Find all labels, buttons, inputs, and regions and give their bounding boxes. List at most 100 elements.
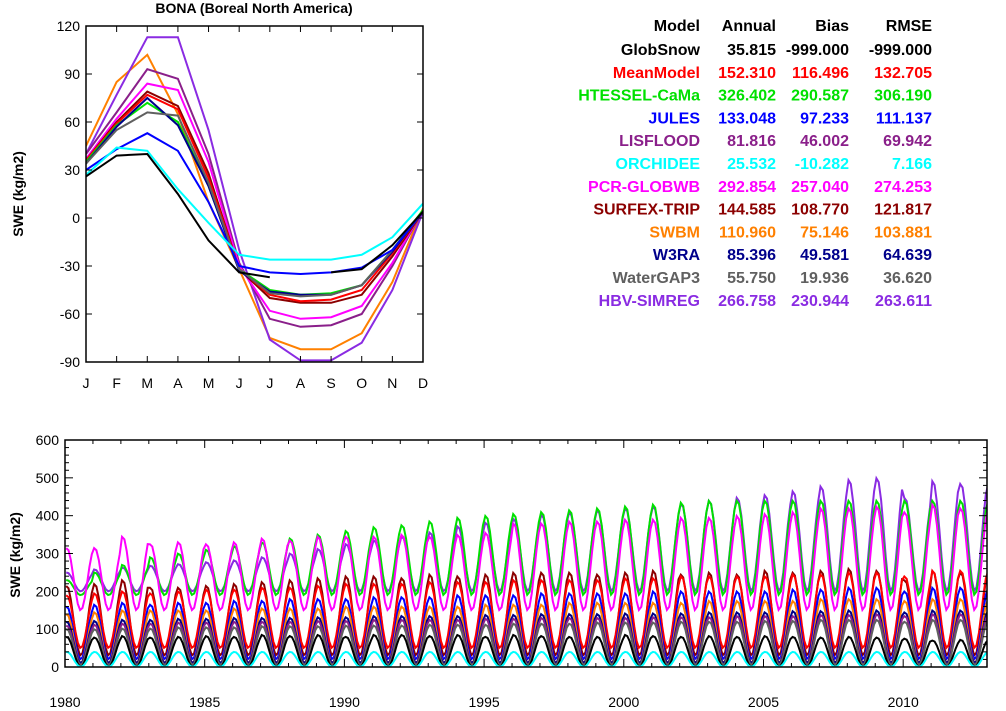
seasonal-y-tick-label: 90 bbox=[64, 66, 80, 82]
seasonal-line-w3ra bbox=[86, 96, 423, 296]
stats-cell-bias: 75.146 bbox=[800, 224, 849, 241]
timeseries-line-jules bbox=[65, 585, 987, 662]
timeseries-line-pcr-globwb bbox=[65, 502, 987, 613]
stats-row-watergap3: WaterGAP3 55.750 19.936 36.620 bbox=[613, 270, 933, 287]
stats-cell-bias: 97.233 bbox=[800, 110, 849, 127]
stats-cell-annual: 25.532 bbox=[727, 156, 776, 173]
timeseries-y-tick-label: 100 bbox=[36, 621, 60, 637]
seasonal-plot-frame bbox=[85, 25, 424, 363]
stats-cell-rmse: 111.137 bbox=[876, 110, 932, 127]
stats-row-pcr-globwb: PCR-GLOBWB 292.854 257.040 274.253 bbox=[588, 179, 932, 196]
seasonal-line-globsnow bbox=[86, 152, 423, 279]
stats-cell-bias: 257.040 bbox=[791, 179, 849, 196]
stats-row-hbv-simreg: HBV-SIMREG 266.758 230.944 263.611 bbox=[599, 293, 932, 310]
seasonal-chart-title: BONA (Boreal North America) bbox=[155, 0, 352, 16]
stats-cell-model: HTESSEL-CaMa bbox=[578, 88, 700, 105]
stats-cell-rmse: -999.000 bbox=[869, 42, 932, 59]
header-model: Model bbox=[654, 18, 700, 35]
stats-table: Model Annual Bias RMSE GlobSnow 35.815 -99… bbox=[578, 18, 932, 310]
seasonal-line-pcr-globwb bbox=[86, 82, 423, 320]
stats-row-jules: JULES 133.048 97.233 111.137 bbox=[648, 110, 932, 127]
stats-cell-rmse: 274.253 bbox=[874, 179, 932, 196]
seasonal-line-meanmodel bbox=[86, 93, 423, 303]
stats-cell-bias: 19.936 bbox=[800, 270, 849, 287]
timeseries-y-tick-label: 600 bbox=[36, 432, 60, 448]
timeseries-x-tick-label: 2005 bbox=[748, 694, 779, 710]
seasonal-line-watergap3 bbox=[86, 111, 423, 298]
stats-cell-bias: 230.944 bbox=[791, 293, 849, 310]
stats-cell-annual: 326.402 bbox=[718, 88, 776, 105]
timeseries-y-tick-label: 400 bbox=[36, 508, 60, 524]
timeseries-line-watergap3 bbox=[65, 618, 987, 667]
timeseries-y-tick-label: 500 bbox=[36, 470, 60, 486]
stats-row-surfex-trip: SURFEX-TRIP 144.585 108.770 121.817 bbox=[593, 202, 932, 219]
stats-row-swbm: SWBM 110.960 75.146 103.881 bbox=[649, 224, 932, 241]
seasonal-x-tick-label: D bbox=[418, 375, 428, 391]
timeseries-x-tick-label: 1980 bbox=[49, 694, 80, 710]
stats-rows: GlobSnow 35.815 -999.000 -999.000 MeanModel 1… bbox=[578, 42, 932, 310]
stats-cell-annual: 85.396 bbox=[727, 247, 776, 264]
header-rmse: RMSE bbox=[886, 18, 933, 35]
stats-cell-bias: 46.002 bbox=[800, 133, 849, 150]
stats-row-htessel-cama: HTESSEL-CaMa 326.402 290.587 306.190 bbox=[578, 88, 932, 105]
stats-row-meanmodel: MeanModel 152.310 116.496 132.705 bbox=[613, 65, 932, 82]
timeseries-axis-ticks: 0 100 200 300 400 500 600 1980 1985 1990 1995 2000 2… bbox=[36, 432, 988, 710]
seasonal-x-tick-label: A bbox=[296, 375, 306, 391]
seasonal-line-surfex-trip bbox=[86, 90, 423, 304]
timeseries-x-tick-label: 1995 bbox=[469, 694, 500, 710]
stats-cell-rmse: 64.639 bbox=[883, 247, 932, 264]
stats-cell-model: MeanModel bbox=[613, 65, 700, 82]
seasonal-line-orchidee bbox=[86, 146, 423, 261]
stats-cell-model: GlobSnow bbox=[621, 42, 701, 59]
stats-cell-rmse: 69.942 bbox=[883, 133, 932, 150]
stats-cell-annual: 292.854 bbox=[718, 179, 776, 196]
stats-cell-rmse: 121.817 bbox=[874, 202, 932, 219]
seasonal-x-tick-label: S bbox=[326, 375, 335, 391]
stats-cell-annual: 133.048 bbox=[718, 110, 776, 127]
seasonal-x-tick-label: M bbox=[203, 375, 215, 391]
seasonal-chart: BONA (Boreal North America) SWE (kg/m2) … bbox=[10, 0, 428, 391]
timeseries-y-tick-label: 0 bbox=[51, 659, 59, 675]
stats-cell-model: HBV-SIMREG bbox=[599, 293, 700, 310]
seasonal-y-tick-label: 0 bbox=[72, 210, 80, 226]
seasonal-y-tick-label: 120 bbox=[57, 18, 81, 34]
seasonal-y-tick-label: -60 bbox=[60, 306, 80, 322]
timeseries-x-tick-label: 1985 bbox=[189, 694, 220, 710]
stats-cell-rmse: 306.190 bbox=[874, 88, 932, 105]
stats-row-globsnow: GlobSnow 35.815 -999.000 -999.000 bbox=[621, 42, 932, 59]
timeseries-chart: SWE (kg/m2) 0 100 200 300 400 500 600 1980 1985 1… bbox=[7, 432, 988, 710]
stats-cell-bias: 49.581 bbox=[800, 247, 849, 264]
timeseries-line-surfex-trip bbox=[65, 566, 987, 658]
stats-row-orchidee: ORCHIDEE 25.532 -10.282 7.166 bbox=[616, 156, 933, 173]
timeseries-y-axis-label: SWE (kg/m2) bbox=[7, 512, 23, 598]
header-bias: Bias bbox=[815, 18, 849, 35]
seasonal-x-tick-label: F bbox=[112, 375, 121, 391]
seasonal-x-tick-label: J bbox=[266, 375, 273, 391]
seasonal-x-tick-label: O bbox=[356, 375, 367, 391]
stats-cell-bias: -10.282 bbox=[795, 156, 849, 173]
seasonal-x-tick-label: J bbox=[83, 375, 90, 391]
timeseries-line-htessel-cama bbox=[65, 498, 987, 598]
stats-cell-annual: 81.816 bbox=[727, 133, 776, 150]
timeseries-x-tick-label: 2010 bbox=[888, 694, 919, 710]
seasonal-x-tick-label: A bbox=[173, 375, 183, 391]
timeseries-y-tick-label: 200 bbox=[36, 583, 60, 599]
stats-cell-model: W3RA bbox=[653, 247, 701, 264]
seasonal-y-tick-label: 30 bbox=[64, 162, 80, 178]
stats-cell-model: SURFEX-TRIP bbox=[593, 202, 700, 219]
stats-cell-rmse: 103.881 bbox=[874, 224, 932, 241]
stats-cell-rmse: 36.620 bbox=[883, 270, 932, 287]
seasonal-line-swbm bbox=[86, 53, 423, 351]
stats-cell-rmse: 132.705 bbox=[874, 65, 932, 82]
seasonal-x-tick-label: M bbox=[141, 375, 153, 391]
stats-cell-bias: 108.770 bbox=[791, 202, 849, 219]
stats-row-w3ra: W3RA 85.396 49.581 64.639 bbox=[653, 247, 932, 264]
stats-cell-model: SWBM bbox=[649, 224, 700, 241]
stats-cell-model: LISFLOOD bbox=[619, 133, 700, 150]
stats-cell-annual: 152.310 bbox=[718, 65, 776, 82]
seasonal-y-axis-label: SWE (kg/m2) bbox=[10, 151, 26, 237]
timeseries-y-tick-label: 300 bbox=[36, 546, 60, 562]
stats-cell-model: JULES bbox=[648, 110, 700, 127]
seasonal-line-hbv-simreg bbox=[86, 36, 423, 362]
